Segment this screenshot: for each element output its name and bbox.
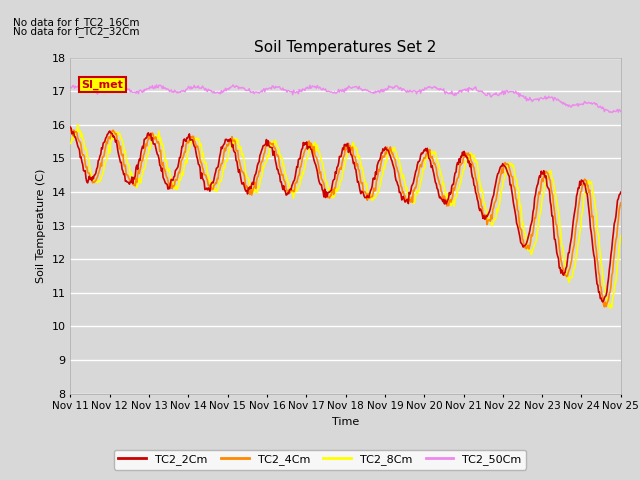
TC2_4Cm (617, 200, 625, 206)
TC2_8Cm (531, 241, 538, 247)
TC2_8Cm (214, 186, 222, 192)
TC2_8Cm (74, 121, 82, 127)
TC2_8Cm (157, 135, 164, 141)
Line: TC2_2Cm: TC2_2Cm (70, 127, 621, 302)
TC2_50Cm (247, 90, 255, 96)
TC2_50Cm (609, 109, 616, 115)
TC2_8Cm (83, 150, 91, 156)
TC2_2Cm (82, 175, 90, 181)
TC2_4Cm (600, 304, 608, 310)
TC2_4Cm (565, 267, 573, 273)
TC2_8Cm (67, 141, 74, 146)
TC2_8Cm (606, 305, 614, 311)
TC2_8Cm (617, 233, 625, 239)
Line: TC2_8Cm: TC2_8Cm (70, 124, 621, 308)
TC2_2Cm (617, 189, 625, 195)
TC2_50Cm (82, 86, 90, 92)
Title: Soil Temperatures Set 2: Soil Temperatures Set 2 (255, 40, 436, 55)
TC2_2Cm (156, 162, 164, 168)
TC2_4Cm (67, 127, 74, 132)
TC2_2Cm (599, 299, 607, 305)
Text: SI_met: SI_met (81, 79, 124, 90)
Line: TC2_4Cm: TC2_4Cm (70, 130, 621, 307)
TC2_4Cm (246, 192, 254, 197)
X-axis label: Time: Time (332, 417, 359, 427)
TC2_4Cm (82, 165, 90, 170)
TC2_4Cm (156, 148, 164, 154)
TC2_50Cm (617, 108, 625, 114)
TC2_8Cm (566, 274, 574, 280)
Text: No data for f_TC2_32Cm: No data for f_TC2_32Cm (13, 26, 140, 37)
TC2_2Cm (530, 205, 538, 211)
TC2_50Cm (214, 90, 222, 96)
TC2_50Cm (153, 82, 161, 88)
TC2_4Cm (213, 176, 221, 181)
TC2_2Cm (246, 184, 254, 190)
TC2_2Cm (565, 250, 573, 256)
TC2_2Cm (67, 124, 74, 130)
TC2_50Cm (566, 103, 574, 108)
TC2_50Cm (157, 83, 164, 88)
Line: TC2_50Cm: TC2_50Cm (70, 85, 621, 112)
Y-axis label: Soil Temperature (C): Soil Temperature (C) (36, 168, 46, 283)
TC2_50Cm (67, 84, 74, 90)
Text: No data for f_TC2_16Cm: No data for f_TC2_16Cm (13, 17, 140, 28)
TC2_2Cm (213, 165, 221, 170)
TC2_50Cm (531, 96, 538, 102)
TC2_8Cm (247, 183, 255, 189)
Legend: TC2_2Cm, TC2_4Cm, TC2_8Cm, TC2_50Cm: TC2_2Cm, TC2_4Cm, TC2_8Cm, TC2_50Cm (114, 450, 526, 469)
TC2_4Cm (530, 223, 538, 229)
